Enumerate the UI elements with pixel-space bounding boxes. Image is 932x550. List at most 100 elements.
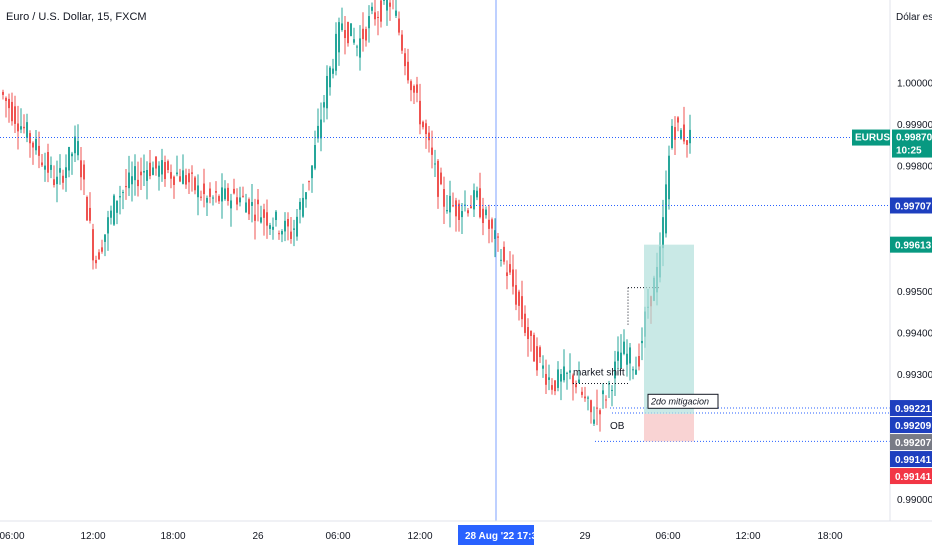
candle-body (500, 259, 502, 261)
candle-body (44, 165, 46, 170)
candle-body (539, 347, 541, 358)
candle-body (542, 365, 544, 369)
candle-body (68, 146, 70, 171)
price-tag (890, 197, 932, 214)
candle-body (29, 133, 31, 144)
candle-body (602, 390, 604, 395)
candle-body (62, 175, 64, 183)
candle-body (401, 34, 403, 51)
candle-body (77, 141, 79, 156)
candle-body (140, 171, 142, 176)
candle-body (314, 145, 316, 169)
candle-body (587, 397, 589, 399)
candle-body (530, 330, 532, 336)
candle-body (362, 28, 364, 40)
candle-body (17, 123, 19, 132)
candle-body (671, 125, 673, 148)
candle-body (422, 121, 424, 128)
price-tick-label: 0.99400 (897, 328, 932, 339)
time-tick-label: 06:00 (0, 531, 25, 542)
candle-body (149, 162, 151, 177)
candle-body (53, 179, 55, 185)
candle-body (596, 407, 598, 409)
candle-body (221, 187, 223, 202)
candle-body (605, 399, 607, 401)
candle-body (560, 374, 562, 382)
candle-body (50, 164, 52, 170)
candle-body (545, 373, 547, 385)
candle-body (575, 384, 577, 388)
candle-body (599, 410, 601, 415)
candle-body (8, 98, 10, 109)
price-tick-label: 1.00000 (897, 78, 932, 89)
candle-body (20, 126, 22, 130)
candle-body (416, 84, 418, 93)
candle-body (320, 119, 322, 139)
candle-body (380, 0, 382, 22)
candle-body (446, 210, 448, 212)
horizontal-lines (0, 137, 890, 442)
candle-body (131, 176, 133, 185)
candle-body (110, 210, 112, 218)
target-zone[interactable] (644, 244, 694, 414)
candle-body (65, 167, 67, 179)
candle-body (638, 356, 640, 367)
candle-body (353, 39, 355, 43)
candle-body (662, 217, 664, 249)
candle-body (479, 188, 481, 218)
candle-body (473, 190, 475, 210)
candle-body (125, 186, 127, 188)
candle-body (494, 230, 496, 240)
candle-body (491, 219, 493, 229)
candle-body (398, 18, 400, 33)
stop-zone[interactable] (644, 413, 694, 442)
candle-body (590, 400, 592, 413)
candle-body (194, 177, 196, 191)
candle-body (488, 219, 490, 229)
candle-body (323, 102, 325, 108)
candle-body (611, 389, 613, 391)
candle-body (458, 203, 460, 220)
candle-body (215, 191, 217, 193)
candle-body (179, 176, 181, 182)
candle-body (245, 202, 247, 213)
candle-body (2, 91, 4, 95)
candle-body (386, 0, 388, 11)
price-tag-value: 0.99141 (895, 472, 932, 483)
price-tag (890, 434, 932, 451)
candle-body (119, 196, 121, 198)
candle-body (197, 185, 199, 198)
candle-body (176, 172, 178, 175)
price-tag-value: 0.99613 (895, 241, 932, 252)
candle-body (341, 23, 343, 31)
candle-body (305, 192, 307, 200)
candle-body (95, 260, 97, 264)
candle-body (335, 33, 337, 71)
price-tag-value: 0.99707 (895, 201, 932, 212)
candle-body (578, 379, 580, 384)
candle-body (635, 369, 637, 375)
candle-body (677, 117, 679, 123)
candle-body (224, 188, 226, 200)
candle-body (251, 202, 253, 206)
candle-body (689, 129, 691, 144)
order-block-label: OB (610, 421, 625, 432)
time-axis[interactable]: 06:00 12:00 18:00 26 06:00 12:00 29 06:00 12:00 1… (0, 531, 843, 542)
candle-body (614, 361, 616, 379)
candle-body (200, 196, 202, 198)
candle-body (371, 6, 373, 11)
candle-body (299, 201, 301, 210)
candle-body (263, 209, 265, 218)
candle-body (71, 153, 73, 157)
mitigation-box (647, 393, 719, 409)
candle-body (47, 152, 49, 173)
candle-body (254, 214, 256, 221)
price-axis[interactable]: 1.00000 0.99900 0.99800 0.99500 0.99400 0.993… (897, 78, 932, 506)
long-position-tool[interactable] (644, 244, 694, 442)
time-tick-label: 12:00 (735, 531, 760, 542)
candle-body (470, 206, 472, 209)
candle-body (566, 372, 568, 374)
candle-body (551, 385, 553, 390)
time-tick-label: 18:00 (160, 531, 185, 542)
